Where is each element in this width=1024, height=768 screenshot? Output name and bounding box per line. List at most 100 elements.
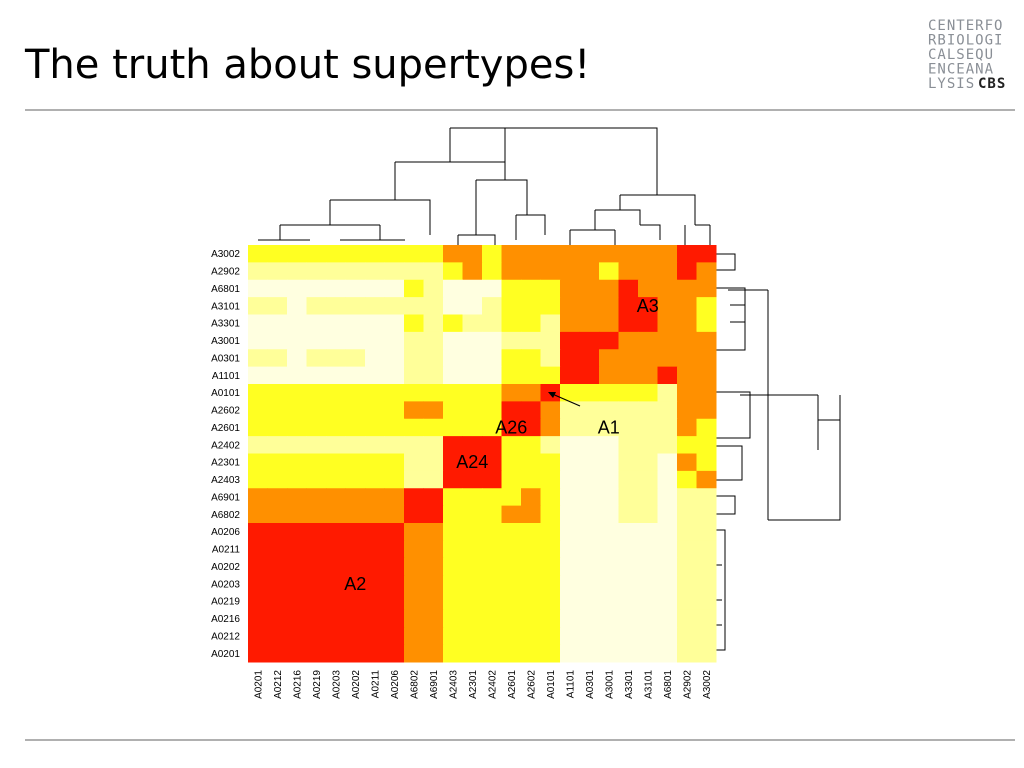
cell [306, 575, 327, 593]
cell [482, 262, 502, 281]
cell [267, 488, 288, 507]
cell [404, 297, 424, 315]
logo-line: RBIOLOGI [928, 33, 1003, 49]
logo-line: CALSEQU [928, 47, 994, 63]
cell [638, 505, 658, 524]
cell [677, 523, 697, 541]
cell [365, 523, 385, 541]
cell [326, 592, 346, 611]
cell [462, 401, 483, 420]
cell [677, 401, 697, 420]
cell [384, 540, 405, 559]
cell [248, 488, 268, 507]
cell [677, 470, 697, 489]
cell [657, 575, 678, 593]
cell [696, 470, 717, 489]
cell [560, 592, 580, 611]
cell [423, 505, 444, 524]
cell [404, 557, 424, 576]
cell [677, 540, 697, 559]
cell [248, 505, 268, 524]
cell [404, 505, 424, 524]
cell [482, 557, 502, 576]
cell [443, 331, 463, 350]
cell [579, 401, 600, 420]
row-label: A2301 [211, 458, 240, 469]
cell [404, 540, 424, 559]
cell [267, 436, 288, 454]
cell [501, 384, 522, 402]
cell [384, 401, 405, 420]
cell [540, 470, 561, 489]
cell [443, 575, 463, 593]
cell [638, 297, 658, 315]
cell [638, 436, 658, 454]
cell [501, 470, 522, 489]
cell [540, 331, 561, 350]
cell [560, 245, 580, 263]
top-dendrogram [258, 127, 711, 245]
cell [618, 279, 639, 298]
cell [384, 436, 405, 454]
cell [345, 470, 366, 489]
cell [365, 384, 385, 402]
cell [579, 349, 600, 368]
cluster-label: A1 [598, 417, 620, 437]
cell [267, 540, 288, 559]
column-label: A6801 [663, 670, 674, 699]
cell [443, 314, 463, 333]
cell [599, 366, 619, 385]
heatmap: A3002 A2902 A6801 A3101 A3301 A3001 A0301 A1101… [211, 245, 717, 699]
cell [618, 488, 639, 507]
cell [560, 436, 580, 454]
column-label: A2301 [468, 670, 479, 699]
cell [560, 401, 580, 420]
cell [696, 262, 717, 281]
cell [384, 453, 405, 472]
cell [365, 453, 385, 472]
cell [443, 609, 463, 628]
cell [267, 314, 288, 333]
cell [501, 627, 522, 646]
logo-line: LYSIS [928, 76, 975, 92]
cell [560, 505, 580, 524]
cell [540, 644, 561, 663]
cell [657, 453, 678, 472]
cell [248, 418, 268, 437]
cell [521, 279, 541, 298]
cell [521, 592, 541, 611]
cell [638, 314, 658, 333]
cell [618, 297, 639, 315]
cell [638, 279, 658, 298]
column-label: A2402 [487, 670, 498, 699]
cell [267, 245, 288, 263]
cell [287, 384, 307, 402]
column-label: A2602 [526, 670, 537, 699]
cell [306, 523, 327, 541]
cell [677, 331, 697, 350]
cell [482, 644, 502, 663]
cell [326, 644, 346, 663]
cell [560, 557, 580, 576]
cell [287, 627, 307, 646]
cell [579, 436, 600, 454]
cell [345, 557, 366, 576]
cell [248, 279, 268, 298]
arrow-head [548, 392, 556, 398]
cell [384, 609, 405, 628]
column-label: A0219 [312, 670, 323, 699]
cell [599, 401, 619, 420]
cell [560, 349, 580, 368]
cell [462, 279, 483, 298]
cell [677, 488, 697, 507]
column-label: A3002 [702, 670, 713, 699]
cell [267, 523, 288, 541]
cell [326, 609, 346, 628]
cell [560, 523, 580, 541]
cell [306, 644, 327, 663]
cell [365, 349, 385, 368]
cell [482, 297, 502, 315]
cell [423, 349, 444, 368]
cell [365, 470, 385, 489]
cell [657, 609, 678, 628]
